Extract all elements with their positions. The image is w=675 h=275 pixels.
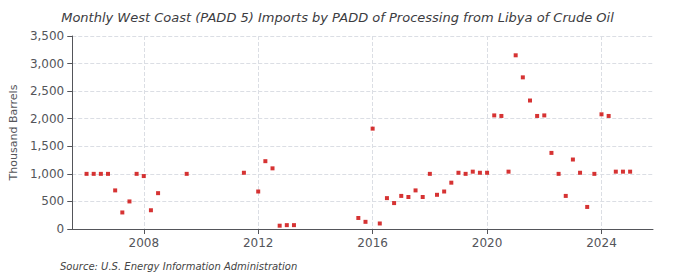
svg-text:3,000: 3,000 — [30, 57, 64, 71]
svg-text:0: 0 — [57, 222, 65, 236]
svg-text:1,000: 1,000 — [30, 167, 64, 181]
svg-text:3,500: 3,500 — [30, 29, 64, 43]
svg-text:2020: 2020 — [472, 236, 503, 250]
svg-text:2024: 2024 — [586, 236, 617, 250]
svg-text:2012: 2012 — [243, 236, 274, 250]
svg-text:1,500: 1,500 — [30, 139, 64, 153]
svg-text:Monthly West Coast (PADD 5) Im: Monthly West Coast (PADD 5) Imports by P… — [61, 10, 614, 25]
svg-text:2,500: 2,500 — [30, 84, 64, 98]
svg-text:2,000: 2,000 — [30, 112, 64, 126]
svg-text:500: 500 — [41, 194, 64, 208]
svg-text:2008: 2008 — [129, 236, 160, 250]
svg-text:2016: 2016 — [357, 236, 388, 250]
svg-text:Thousand Barrels: Thousand Barrels — [7, 84, 20, 181]
svg-text:Source: U.S. Energy Informatio: Source: U.S. Energy Information Administ… — [60, 261, 297, 272]
